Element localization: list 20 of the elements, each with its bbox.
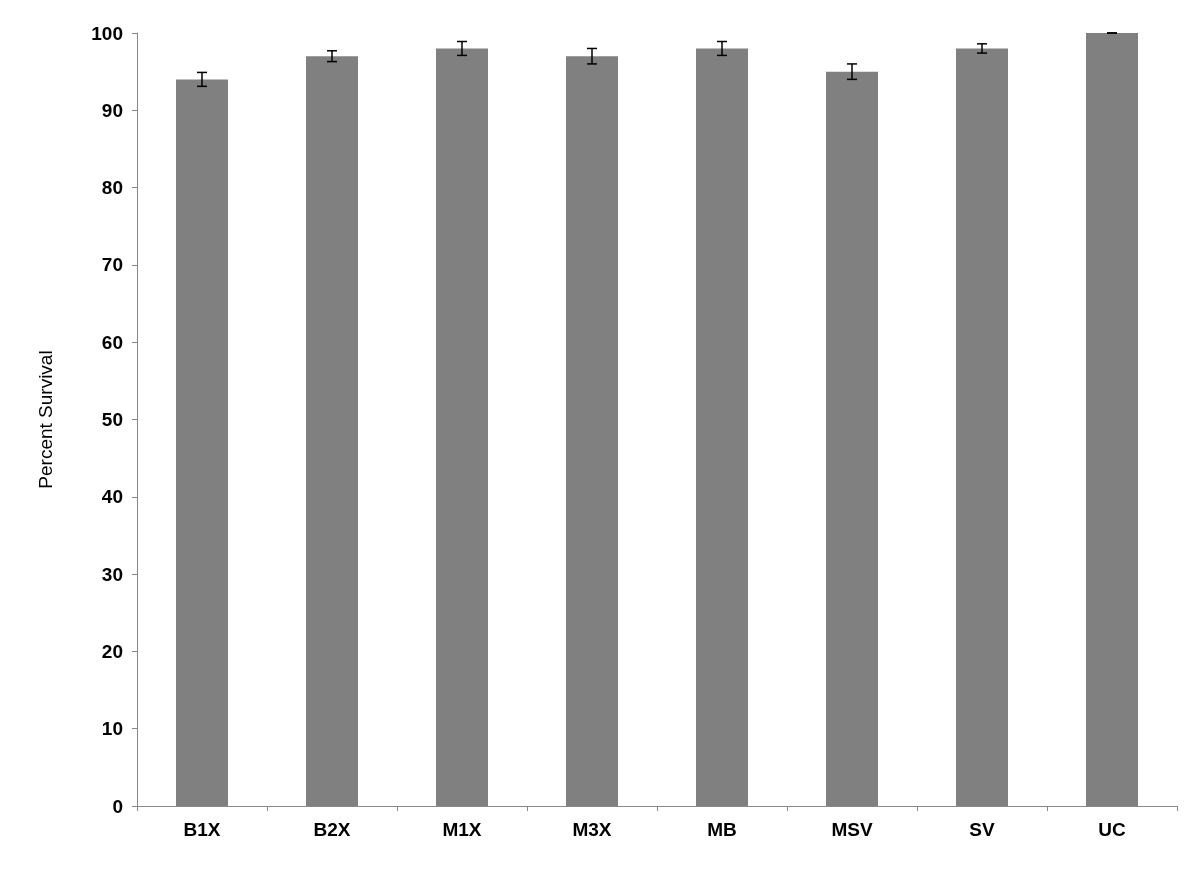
y-tick-label: 50 — [101, 409, 123, 430]
y-tick-label: 30 — [101, 563, 123, 585]
x-tick-label: B2X — [313, 819, 351, 840]
x-tick-label: MSV — [831, 819, 873, 840]
y-tick-label: 90 — [101, 99, 123, 121]
y-axis-title: Percent Survival — [35, 350, 56, 489]
y-tick-label: 60 — [101, 331, 123, 353]
y-tick-label: 40 — [101, 486, 123, 508]
y-tick-label: 20 — [101, 640, 123, 662]
y-tick-label: 100 — [91, 22, 123, 44]
x-tick-label: UC — [1098, 819, 1126, 840]
x-tick-label: SV — [969, 819, 995, 840]
y-tick-label: 10 — [101, 718, 123, 740]
x-tick-label: M3X — [572, 819, 612, 840]
x-tick-label: M1X — [442, 819, 482, 840]
y-tick-label: 70 — [101, 254, 123, 276]
y-tick-label: 0 — [112, 795, 123, 817]
y-tick-label: 80 — [101, 177, 123, 199]
x-tick-label: B1X — [183, 819, 221, 840]
x-tick-label: MB — [707, 819, 737, 840]
